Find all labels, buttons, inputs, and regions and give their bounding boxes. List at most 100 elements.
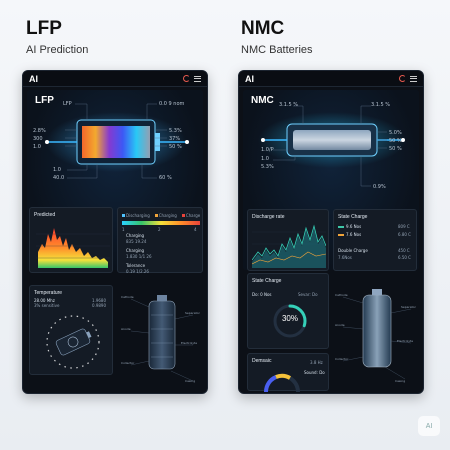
hero-label: 2.8% [33,128,46,134]
right-heading: NMC [241,18,285,39]
hero-label: 3.1.5 % [279,102,299,108]
model-callout: Anode [121,327,131,331]
row-label: Double Charge [338,248,368,253]
card-title: Demsaic [252,358,272,364]
cell-wireframe [342,289,412,380]
lfp-app-bar: AI [23,71,207,87]
temperature-sub: 3% sensitive [34,303,60,308]
predicted-card[interactable]: Predicted [29,207,113,273]
hero-chemistry-label: NMC [251,95,274,106]
scale-tick: 2 [158,227,161,232]
legend-item: Charging [154,213,177,218]
menu-icon[interactable] [410,75,417,82]
charging-legend-card[interactable]: Discharging Charging Charge 1 2 4 Chargi… [117,207,203,274]
row-label: Charging [126,248,145,253]
density-card[interactable]: Demsaic 3.8 Hz Sound: Do [247,353,329,392]
card-title: State Charge [338,214,368,220]
row-label: Tolerance [126,263,146,268]
discharge-line-secondary [252,251,326,265]
model-callout: Separator [185,311,200,315]
nmc-app-bar: AI [239,71,423,87]
model-callout: Collector [121,361,135,365]
hero-label: 1.0 [261,156,269,162]
hero-label: 50 % [169,144,182,150]
hero-label: 60 % [159,175,172,181]
row-label: 7.6 Nos [346,232,362,237]
scale-tick: 1 [122,227,125,232]
ai-watermark: AI [418,416,440,436]
cell-wireframe [130,295,194,382]
hero-chemistry-label: LFP [35,95,54,106]
model-callout: Anode [335,323,345,327]
refresh-icon[interactable] [183,75,190,82]
cylindrical-cell-model: Cathode Separator Anode Electrolyte Coll… [121,285,203,393]
hero-label: 37% [169,136,181,142]
row-swatch [338,226,344,228]
hero-label: 0.0 9 nom [159,101,185,107]
cylindrical-cell-model: Cathode Separator Anode Electrolyte Coll… [335,277,419,389]
hero-label: 5.3% [169,128,182,134]
charge-color-scale [122,221,200,225]
hero-label: 50 % [389,146,402,152]
density-sub: Sound: Do [304,370,325,375]
legend: Discharging Charging Charge [122,213,200,218]
model-callout: Electrolyte [181,341,198,345]
discharge-area [252,228,326,268]
temperature-card[interactable]: Temperature 28.00 Mhz 3% sensitive 1.968… [29,285,113,375]
model-callout: Separator [401,305,416,309]
row-value: 809 C [398,224,410,229]
row-value: 6.80 C [398,232,411,237]
nmc-battery-illustration [258,105,406,187]
scale-tick: 4 [194,227,197,232]
legend-label: Charging [158,213,177,218]
legend-item: Discharging [122,213,150,218]
row-label: Charging [126,233,145,238]
temperature-value: 28.00 Mhz [34,298,55,303]
gauge-right-label: Sevar: Do [298,292,318,297]
hero-label: 40.0 [53,175,65,181]
row-value: 835 19.24 [126,239,147,244]
temperature-right-value: 1.9680 [92,298,106,303]
app-logo: AI [245,73,254,84]
hero-label: 1.0/P [261,147,274,153]
hero-label: 5.0% [389,130,402,136]
discharge-rate-card[interactable]: Discharge rate [247,209,329,271]
menu-icon[interactable] [194,75,201,82]
row-label: 9.6 Nos [346,224,362,229]
card-title: State Charge [252,278,282,284]
state-charge-gauge-card[interactable]: State Charge Do: 0 Nos Sevar: Do 30% [247,273,329,349]
model-callout: Electrolyte [397,339,414,343]
lfp-battery-illustration [45,103,189,179]
temperature-right-sub: 0.9890 [92,303,106,308]
model-callout: Cathode [121,295,134,299]
hero-label: LFP [63,101,72,107]
hero-label: 5.3% [261,164,274,170]
model-callout: Cathode [335,293,348,297]
hero-label: 1.0 [33,144,41,150]
hero-label: 3.1.5 % [371,102,391,108]
app-logo: AI [29,73,38,84]
right-heading-block: NMC NMC Batteries [241,18,313,56]
right-subheading: NMC Batteries [241,44,313,56]
gauge-arc [273,304,307,338]
legend-label: Charge [185,213,201,218]
refresh-icon[interactable] [399,75,406,82]
density-arc-gauge [264,373,300,392]
legend-label: Discharging [126,213,150,218]
predicted-spectrum-chart [36,228,110,268]
hero-label: 0.9% [373,184,386,190]
nmc-app-panel: AI [238,70,424,394]
left-heading: LFP [26,18,62,39]
row-value: 1.830 1/1 26 [126,254,152,259]
charge-gauge [273,304,307,338]
hero-label: 300 [33,136,43,142]
row-value: 450 C [398,248,410,253]
left-subheading: AI Prediction [26,44,89,56]
model-callout: Collector [335,357,349,361]
state-charge-card[interactable]: State Charge 9.6 Nos 809 C 7.6 Nos 6.80 … [333,209,417,271]
row-value: 6.50 C [398,255,411,260]
gauge-left-label: Do: 0 Nos [252,292,272,297]
model-callout: Casing [395,379,406,383]
hero-label: 50 % [389,138,402,144]
left-heading-block: LFP AI Prediction [26,18,88,56]
